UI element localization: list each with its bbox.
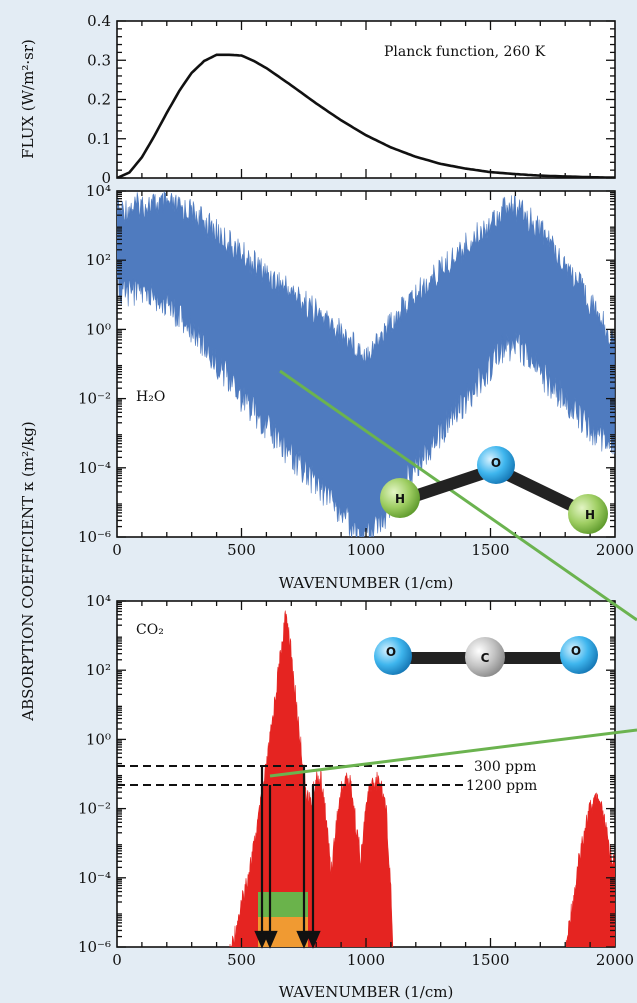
h2o-y-tick-label: 10²	[86, 251, 111, 269]
1200ppm-label: 1200 ppm	[466, 778, 537, 794]
svg-text:H: H	[585, 508, 595, 522]
flux-tick-label: 0.1	[87, 130, 111, 148]
h2o-y-tick-label: 10⁻²	[78, 390, 111, 408]
h2o-leader-line	[279, 369, 637, 622]
flux-tick-label: 0.3	[87, 51, 111, 69]
planck-curve	[117, 53, 615, 178]
svg-text:H: H	[395, 492, 405, 506]
co2-x-tick-label: 1000	[347, 951, 385, 969]
flux-tick-label: 0.4	[87, 12, 111, 30]
co2-y-tick-label: 10⁻²	[78, 800, 111, 818]
h2o-x-tick-label: 1500	[471, 541, 509, 559]
h2o-absorption-spectrum	[117, 191, 615, 537]
svg-text:C: C	[481, 651, 490, 665]
co2-x-tick-label: 2000	[596, 951, 634, 969]
co2-axis-ticks: 10⁻⁶ 10⁻⁴ 10⁻² 10⁰ 10² 10⁴ 0 500 1000 1500 2000	[78, 592, 634, 969]
svg-text:O: O	[386, 645, 396, 659]
co2-x-tick-label: 0	[112, 951, 122, 969]
h2o-x-axis-label: WAVENUMBER (1/cm)	[279, 574, 454, 592]
co2-x-axis-label: WAVENUMBER (1/cm)	[279, 983, 454, 1001]
co2-x-tick-label: 500	[227, 951, 256, 969]
absorption-axis-label: ABSORPTION COEFFICIENT κ (m²/kg)	[19, 421, 37, 721]
h2o-x-tick-label: 1000	[347, 541, 385, 559]
co2-y-tick-label: 10⁻⁶	[78, 938, 111, 956]
h2o-y-tick-label: 10⁰	[86, 320, 111, 338]
h2o-x-tick-label: 500	[227, 541, 256, 559]
band-edge-arrows	[254, 766, 321, 949]
h2o-y-tick-label: 10⁻⁴	[78, 459, 111, 477]
planck-axis-ticks: 0 0.1 0.2 0.3 0.4	[87, 12, 615, 187]
co2-leader-line	[269, 728, 637, 778]
band-widening-300ppm	[258, 892, 308, 917]
co2-y-tick-label: 10⁻⁴	[78, 869, 111, 887]
co2-label: CO₂	[136, 622, 164, 638]
h2o-y-tick-label: 10⁴	[86, 182, 111, 200]
co2-y-tick-label: 10²	[86, 661, 111, 679]
flux-tick-label: 0.2	[87, 91, 111, 109]
co2-molecule: O C O	[374, 636, 598, 677]
planck-annotation: Planck function, 260 K	[384, 44, 546, 60]
h2o-axis-ticks: 10⁻⁶ 10⁻⁴ 10⁻² 10⁰ 10² 10⁴ 0 500 1000 1500 2000	[78, 182, 634, 559]
h2o-x-tick-label: 2000	[596, 541, 634, 559]
co2-y-tick-label: 10⁴	[86, 592, 111, 610]
h2o-molecule: H O H	[380, 446, 608, 534]
300ppm-label: 300 ppm	[474, 759, 536, 775]
h2o-label: H₂O	[136, 389, 165, 405]
h2o-x-tick-label: 0	[112, 541, 122, 559]
planck-panel	[116, 20, 616, 179]
svg-text:O: O	[571, 644, 581, 658]
co2-y-tick-label: 10⁰	[86, 730, 111, 748]
co2-absorption-band-1900	[564, 792, 615, 947]
flux-axis-label: FLUX (W/m²·sr)	[19, 39, 37, 159]
flux-tick-label: 0	[101, 169, 111, 187]
co2-x-tick-label: 1500	[471, 951, 509, 969]
h2o-y-tick-label: 10⁻⁶	[78, 528, 111, 546]
svg-text:O: O	[491, 456, 501, 470]
